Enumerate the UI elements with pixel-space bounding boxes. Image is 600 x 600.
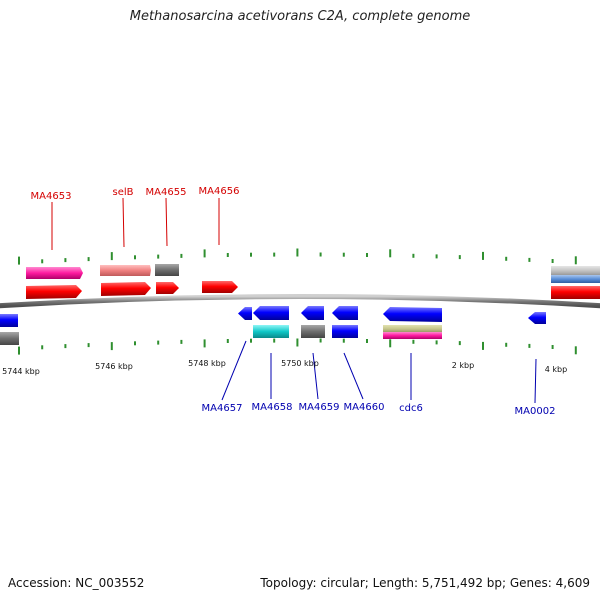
- gene-label[interactable]: MA0002: [515, 406, 556, 417]
- gene-feature[interactable]: [551, 275, 600, 283]
- gene-feature[interactable]: [26, 267, 83, 279]
- gene-feature[interactable]: [0, 332, 19, 345]
- gene-arrow-reverse[interactable]: [332, 306, 358, 320]
- gene-arrow-reverse[interactable]: [253, 306, 289, 320]
- gene-feature[interactable]: [383, 332, 442, 339]
- gene-label[interactable]: MA4656: [199, 186, 240, 197]
- gene-arrow-reverse[interactable]: [301, 306, 324, 320]
- gene-label[interactable]: MA4657: [202, 403, 243, 414]
- gene-arrow-forward[interactable]: [26, 285, 82, 299]
- scale-label: 4 kbp: [545, 365, 567, 374]
- gene-arrow-reverse[interactable]: [238, 307, 252, 320]
- gene-feature[interactable]: [253, 325, 289, 338]
- gene-feature[interactable]: [301, 325, 325, 338]
- map-title: Methanosarcina acetivorans C2A, complete…: [129, 9, 471, 24]
- gene-feature[interactable]: [100, 265, 151, 276]
- gene-feature[interactable]: [551, 266, 600, 276]
- tick-marks-inner: [18, 338, 577, 355]
- gene-arrow-reverse[interactable]: [528, 312, 546, 324]
- scale-label: 5746 kbp: [95, 362, 133, 371]
- gene-label[interactable]: MA4660: [344, 402, 385, 413]
- gene-label[interactable]: cdc6: [399, 403, 423, 414]
- gene-label[interactable]: MA4655: [146, 187, 187, 198]
- scale-label: 5744 kbp: [2, 367, 40, 376]
- gene-label-leaders-bottom: [221, 340, 537, 404]
- gene-label[interactable]: MA4658: [252, 402, 293, 413]
- tick-marks-outer: [18, 248, 577, 265]
- gene-arrow-reverse[interactable]: [383, 307, 442, 322]
- gene-label[interactable]: selB: [112, 187, 133, 198]
- scale-label: 2 kbp: [452, 361, 474, 370]
- genome-summary: Topology: circular; Length: 5,751,492 bp…: [260, 576, 590, 590]
- genome-backbone: [0, 294, 600, 309]
- gene-arrow-forward[interactable]: [551, 286, 600, 299]
- gene-feature[interactable]: [155, 264, 179, 276]
- scale-label: 5750 kbp: [281, 359, 319, 368]
- accession-label: Accession: NC_003552: [8, 576, 145, 590]
- scale-label: 5748 kbp: [188, 359, 226, 368]
- gene-label[interactable]: MA4659: [299, 402, 340, 413]
- gene-arrow-forward[interactable]: [101, 282, 151, 296]
- gene-arrow-forward[interactable]: [202, 281, 238, 293]
- gene-arrow-reverse[interactable]: [0, 314, 18, 327]
- gene-label[interactable]: MA4653: [31, 191, 72, 202]
- gene-label-leaders-top: [51, 197, 220, 250]
- gene-feature[interactable]: [332, 325, 358, 338]
- gene-arrow-forward[interactable]: [156, 282, 179, 294]
- gene-feature[interactable]: [383, 325, 442, 333]
